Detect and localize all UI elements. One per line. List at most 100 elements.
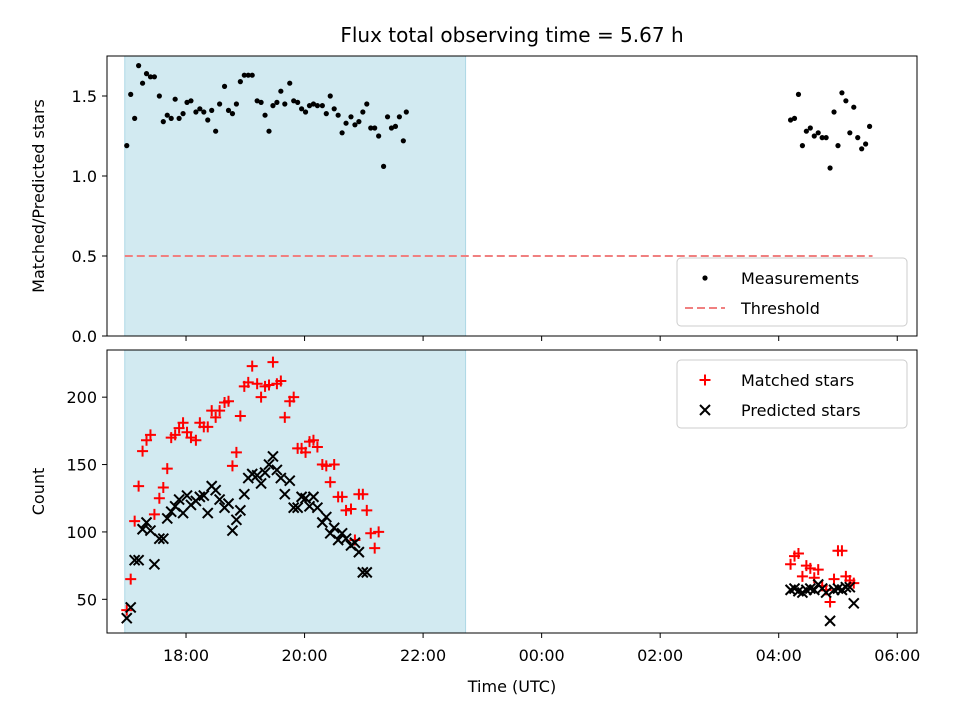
data-point [153, 492, 165, 504]
x-axis-label: Time (UTC) [467, 677, 556, 696]
data-point [271, 464, 283, 476]
data-point [143, 71, 150, 77]
data-point [279, 488, 291, 500]
data-point [169, 429, 181, 441]
data-point [306, 103, 313, 109]
y-tick-label: 100 [66, 523, 97, 542]
data-point [392, 123, 399, 129]
data-point [323, 111, 329, 117]
data-point [388, 125, 395, 131]
chart-title: Flux total observing time = 5.67 h [340, 23, 683, 47]
data-point [396, 114, 402, 120]
data-point [245, 72, 251, 78]
data-point [263, 379, 275, 391]
x-tick-label: 20:00 [282, 646, 328, 665]
data-point [223, 395, 234, 407]
data-point [229, 111, 236, 117]
data-point [356, 119, 362, 125]
data-point [267, 450, 279, 463]
y-axis-label: Matched/Predicted stars [29, 99, 48, 293]
y-tick-label: 150 [66, 456, 97, 475]
data-point [258, 99, 264, 105]
data-point [279, 411, 291, 423]
data-point [205, 117, 211, 123]
data-point [855, 135, 861, 141]
data-point [824, 615, 836, 627]
data-point [840, 581, 852, 593]
data-point [373, 526, 385, 538]
data-point [184, 99, 190, 105]
data-point [263, 458, 275, 471]
data-point [343, 120, 349, 126]
data-point [238, 488, 251, 500]
data-point [828, 573, 840, 585]
data-point [866, 123, 873, 129]
data-point [198, 489, 210, 502]
data-point [324, 476, 336, 488]
data-point [188, 98, 194, 104]
y-tick-label: 1.5 [72, 87, 97, 106]
data-point [241, 72, 247, 78]
data-point [259, 466, 271, 479]
data-point [335, 112, 341, 118]
data-point [282, 101, 288, 107]
y-tick-label: 0.0 [72, 327, 97, 346]
data-point [132, 554, 145, 566]
data-point [835, 143, 841, 149]
data-point [157, 481, 169, 493]
data-point [161, 512, 173, 525]
data-point [807, 125, 813, 131]
data-point [311, 501, 324, 514]
data-point [824, 596, 836, 608]
data-point [328, 522, 340, 534]
data-point [320, 511, 333, 523]
data-point [254, 98, 260, 104]
data-point [844, 581, 856, 593]
y-tick-label: 1.0 [72, 167, 97, 186]
data-point [307, 491, 320, 503]
data-point [823, 135, 829, 141]
data-point [147, 74, 154, 80]
data-point [298, 106, 305, 112]
x-tick-label: 04:00 [756, 646, 802, 665]
data-point [345, 503, 357, 515]
data-point [863, 141, 869, 147]
data-point [795, 91, 802, 97]
data-point [144, 429, 156, 441]
data-point [284, 475, 296, 487]
data-point [365, 527, 377, 539]
data-point [310, 101, 317, 107]
data-point [348, 114, 354, 120]
data-point [839, 90, 845, 96]
data-point [136, 63, 142, 69]
data-point [121, 612, 133, 624]
data-point [213, 493, 226, 506]
x-tick-label: 06:00 [874, 646, 920, 665]
data-point [262, 112, 268, 118]
data-point [176, 115, 182, 121]
data-point [361, 504, 373, 516]
data-point [295, 99, 301, 105]
data-point [214, 405, 226, 417]
data-point [233, 101, 240, 107]
data-point [156, 93, 162, 99]
data-point [242, 376, 254, 388]
data-point [819, 135, 825, 141]
data-point [320, 460, 332, 472]
data-point [124, 143, 130, 149]
data-point [836, 545, 848, 557]
legend-label: Predicted stars [741, 401, 861, 420]
observing-window-shade [124, 350, 466, 633]
legend-swatch [699, 374, 711, 386]
data-point [328, 459, 340, 471]
x-tick-label: 18:00 [163, 646, 209, 665]
data-point [172, 96, 178, 102]
y-tick-label: 200 [66, 388, 97, 407]
data-point [226, 524, 239, 537]
data-point [230, 446, 242, 458]
legend-label: Matched stars [741, 371, 854, 390]
data-point [827, 165, 833, 171]
data-point [202, 507, 214, 519]
data-point [274, 99, 280, 105]
